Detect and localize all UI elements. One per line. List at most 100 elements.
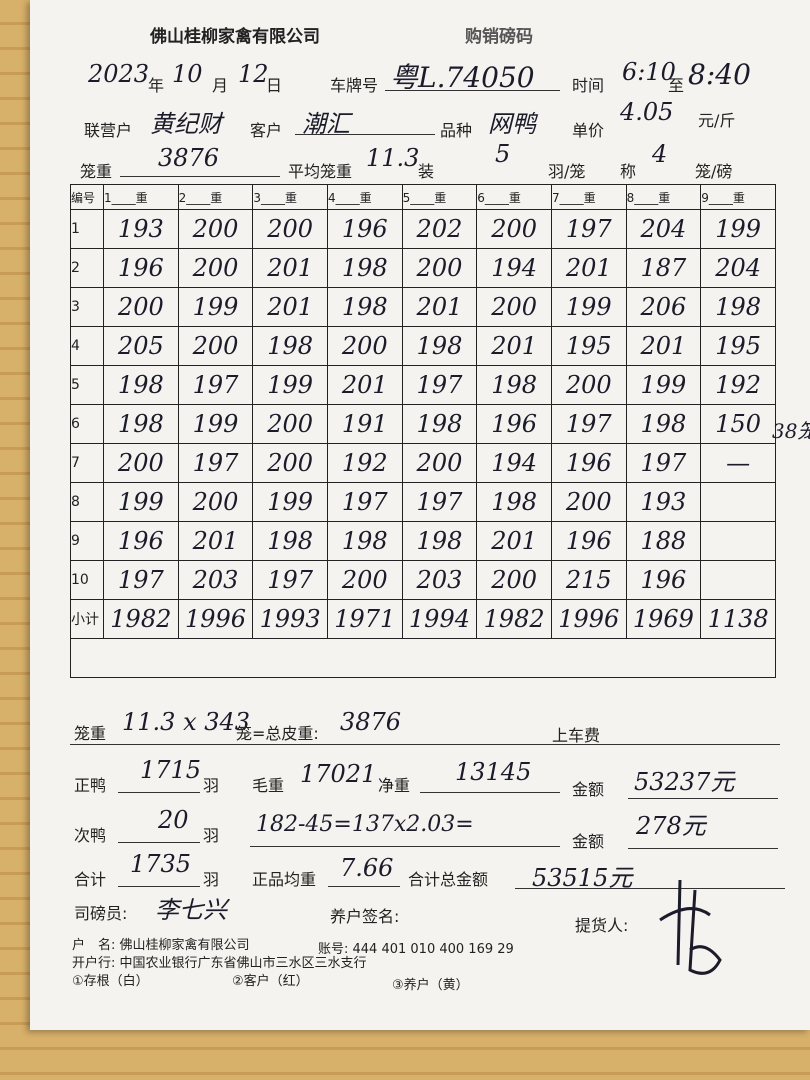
underline: [120, 176, 280, 177]
time-end: 8:40: [688, 58, 751, 91]
row-number: 4: [70, 326, 104, 366]
weight-cell: 150: [700, 404, 776, 444]
underline: [118, 842, 200, 843]
weight-cell: 198: [252, 521, 328, 561]
weight-cell: 200: [401, 248, 478, 288]
weight-cell: 198: [476, 365, 552, 405]
weight-cell: 215: [550, 560, 627, 600]
label: 至: [668, 76, 685, 95]
label: 日: [266, 76, 283, 95]
label: 笼/磅: [695, 162, 733, 181]
weight-cell: 196: [326, 209, 403, 249]
label: 提货人:: [575, 916, 629, 935]
good-count: 1715: [140, 756, 202, 784]
weight-cell: 202: [401, 209, 478, 249]
footer-copy: ①存根（白）: [72, 974, 149, 989]
weight-cell: 198: [326, 521, 403, 561]
weight-cell: 204: [700, 248, 776, 288]
weight-cell: 197: [401, 482, 478, 522]
day: 12: [238, 60, 269, 88]
data-row: 7 200 197 200 192 200 194 196 197—: [70, 443, 776, 483]
data-row: 1 193 200 200 196 202 200 197 204 199: [70, 209, 776, 249]
label: 笼重: [80, 162, 113, 181]
label: 羽: [203, 776, 220, 795]
cage-weight: 3876: [158, 144, 220, 172]
weight-cell: 198: [326, 287, 403, 327]
underline: [420, 792, 560, 793]
weight-cell: 201: [252, 287, 328, 327]
weight-cell: 196: [550, 443, 627, 483]
weight-cell: 197: [177, 443, 254, 483]
gross: 17021: [300, 760, 377, 788]
footer-account-name: 户 名: 佛山桂柳家禽有限公司: [72, 938, 250, 953]
net: 13145: [455, 758, 532, 786]
weight-cell: 201: [326, 365, 403, 405]
underline: [515, 888, 785, 889]
label: 养户签名:: [330, 907, 400, 926]
weight-cell: 197: [103, 560, 179, 600]
row-number: 8: [70, 482, 104, 522]
weight-cell: 205: [103, 326, 179, 366]
weight-cell: 201: [476, 326, 552, 366]
weight-cell: 194: [476, 443, 552, 483]
label: 平均笼重: [288, 162, 353, 181]
label: 羽: [203, 870, 220, 889]
label: 合计: [74, 870, 107, 889]
data-row: 6 198 199 200 191 198 196 197 198 150: [70, 404, 776, 444]
weight-cell: 196: [103, 248, 179, 288]
signature-scribble: [659, 879, 722, 975]
weight-cell: 200: [401, 443, 478, 483]
weight-cell: 198: [252, 326, 328, 366]
weight-cell: 195: [550, 326, 627, 366]
data-row: 5 198 197 199 201 197 198 200 199 192: [70, 365, 776, 405]
row-number: 6: [70, 404, 104, 444]
weight-cell: 198: [476, 482, 552, 522]
label: 正鸭: [74, 776, 107, 795]
subtotal-cell: 1971: [326, 599, 403, 639]
weight-cell: 191: [326, 404, 403, 444]
weight-cell: —: [700, 443, 776, 483]
weight-cell: 199: [252, 365, 328, 405]
subtotal-cell: 1138: [700, 599, 776, 639]
weight-cell: 200: [326, 326, 403, 366]
underline: [628, 798, 778, 799]
weight-cell: 198: [103, 365, 179, 405]
header-cell: 6____重: [476, 184, 552, 210]
header-cell: 编号: [70, 184, 104, 210]
label: 联营户: [84, 121, 133, 140]
underline: [118, 886, 200, 887]
second-amount: 278元: [636, 812, 706, 840]
second-calc: 182-45=137x2.03=: [256, 812, 474, 837]
weight-cell: 199: [550, 287, 627, 327]
weight-cell: 193: [103, 209, 179, 249]
title: 购销磅码: [465, 27, 533, 47]
weight-cell: 198: [401, 521, 478, 561]
weight-cell: 200: [326, 560, 403, 600]
subtotal-cell: 1994: [401, 599, 478, 639]
label: 上车费: [552, 726, 601, 745]
weight-cell: 199: [177, 404, 254, 444]
year: 2023: [88, 60, 150, 88]
weight-cell: 200: [476, 209, 552, 249]
weight-cell: 199: [700, 209, 776, 249]
label: 司磅员:: [74, 904, 128, 923]
footer-copy: ③养户（黄）: [392, 978, 469, 993]
header-cell: 8____重: [625, 184, 702, 210]
weight-cell: 188: [625, 521, 702, 561]
partner: 黄纪财: [150, 110, 222, 138]
variety: 网鸭: [488, 110, 536, 138]
label: 金额: [572, 780, 605, 799]
weight-cell: 196: [103, 521, 179, 561]
weight-cell: 198: [401, 326, 478, 366]
blank-row: [70, 638, 776, 678]
footer-copy: ②客户（红）: [232, 974, 309, 989]
subtotal-cell: 1982: [103, 599, 179, 639]
underline: [70, 744, 780, 745]
footer-account-no: 账号: 444 401 010 400 169 29: [318, 942, 514, 957]
weight-cell: 201: [625, 326, 702, 366]
weight-cell: 201: [252, 248, 328, 288]
row-number: 2: [70, 248, 104, 288]
weight-cell: 195: [700, 326, 776, 366]
weigher: 李七兴: [155, 896, 227, 924]
